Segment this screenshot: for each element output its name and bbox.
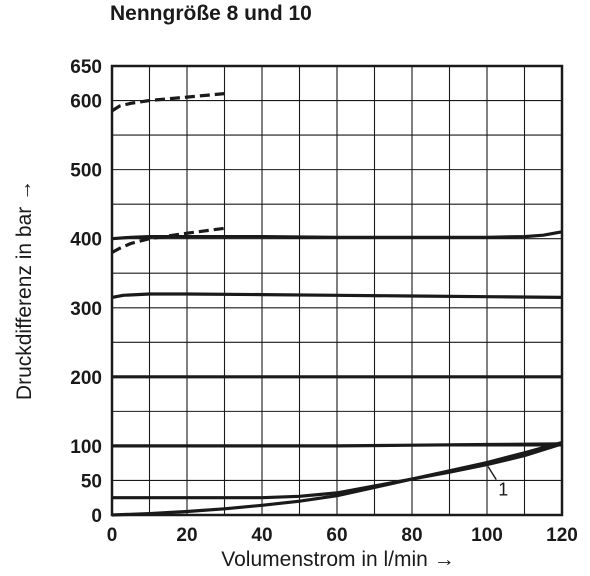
series-lines	[111, 92, 563, 517]
grid	[112, 66, 562, 515]
y-tick-label: 400	[70, 230, 102, 251]
x-tick-label: 100	[471, 525, 503, 546]
x-tick-label: 20	[176, 525, 197, 546]
annotations: 1	[487, 466, 508, 500]
y-tick-label: 100	[70, 437, 102, 458]
x-tick-label: 60	[326, 525, 347, 546]
y-axis-label: Druckdifferenz in bar →	[13, 180, 36, 400]
plot-frame	[110, 64, 564, 517]
y-tick-label: 650	[70, 57, 102, 78]
y-tick-label: 0	[91, 506, 102, 527]
annotation-leader-line	[487, 466, 497, 481]
x-tick-label: 0	[107, 525, 118, 546]
x-tick-labels: 0 20 40 60 80 100 120	[107, 525, 578, 546]
chart-title: Nenngröße 8 und 10	[110, 2, 312, 25]
x-tick-label: 40	[251, 525, 272, 546]
y-tick-label: 200	[70, 368, 102, 389]
x-axis-label: Volumenstrom in l/min →	[221, 548, 454, 571]
series-line-1	[111, 92, 225, 113]
y-tick-label: 500	[70, 161, 102, 182]
y-tick-label: 600	[70, 92, 102, 113]
series-line-8	[111, 440, 563, 517]
series-line-2	[111, 226, 225, 254]
y-tick-label: 300	[70, 299, 102, 320]
y-tick-labels: 0 50 100 200 300 400 500 600 650	[70, 57, 102, 527]
series-line-3	[111, 230, 563, 241]
x-tick-label: 80	[401, 525, 422, 546]
series-line-6	[112, 442, 563, 448]
x-tick-label: 120	[546, 525, 578, 546]
annotation-label: 1	[498, 480, 508, 500]
series-line-4	[111, 292, 563, 299]
y-tick-label: 50	[81, 471, 102, 492]
